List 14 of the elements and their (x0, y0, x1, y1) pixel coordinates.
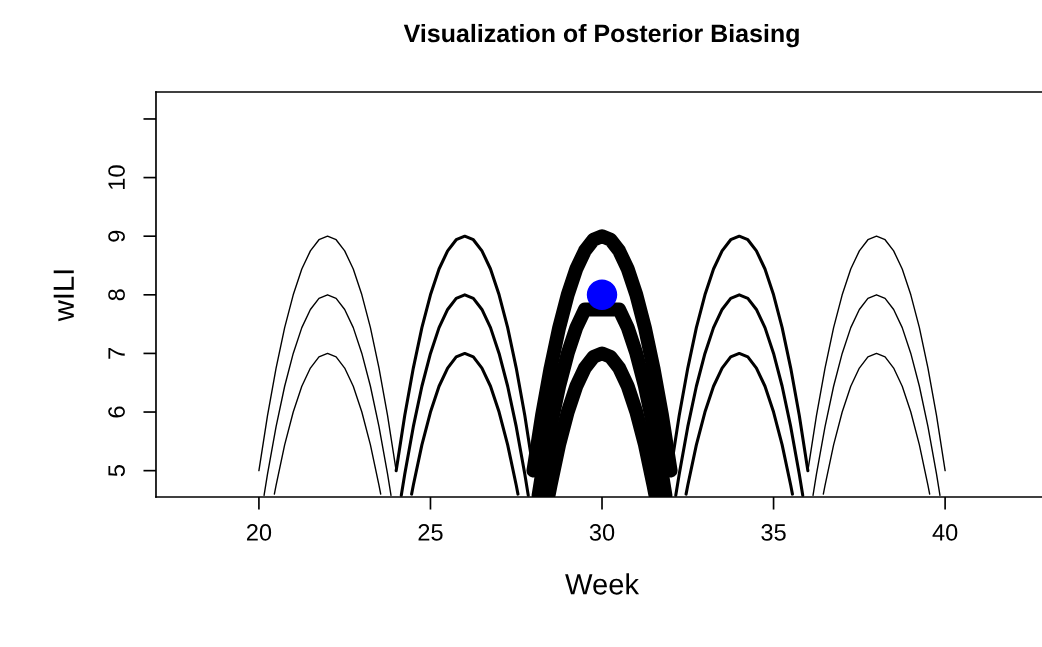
x-axis-title: Week (565, 573, 640, 595)
y-tick-label: 9 (108, 230, 125, 242)
y-tick-label: 8 (108, 289, 125, 301)
y-tick-label: 7 (108, 348, 125, 359)
x-tick-label: 20 (246, 524, 272, 541)
y-axis-title: wILI (53, 270, 74, 322)
x-tick-label: 30 (589, 524, 615, 541)
x-tick-label: 40 (932, 524, 958, 541)
y-tick-label: 5 (108, 465, 125, 477)
y-tick-label: 10 (108, 165, 125, 189)
chart-title: Visualization of Posterior Biasing (403, 23, 799, 48)
y-tick-label: 6 (108, 406, 125, 418)
x-tick-label: 25 (418, 524, 443, 541)
x-tick-label: 35 (761, 524, 786, 541)
